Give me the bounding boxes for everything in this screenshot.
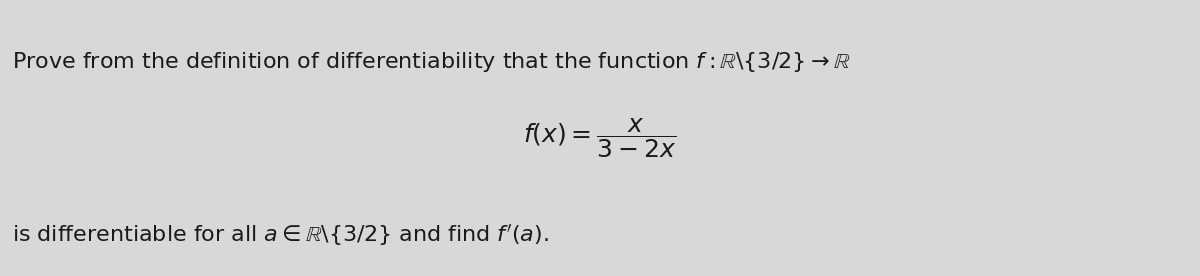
Text: is differentiable for all $a \in \mathbb{R}\backslash\{3/2\}$ and find $f'(a)$.: is differentiable for all $a \in \mathbb… xyxy=(12,223,548,248)
Text: $f(x) = \dfrac{x}{3 - 2x}$: $f(x) = \dfrac{x}{3 - 2x}$ xyxy=(523,116,677,160)
Text: Prove from the definition of differentiability that the function $f : \mathbb{R}: Prove from the definition of differentia… xyxy=(12,50,851,74)
